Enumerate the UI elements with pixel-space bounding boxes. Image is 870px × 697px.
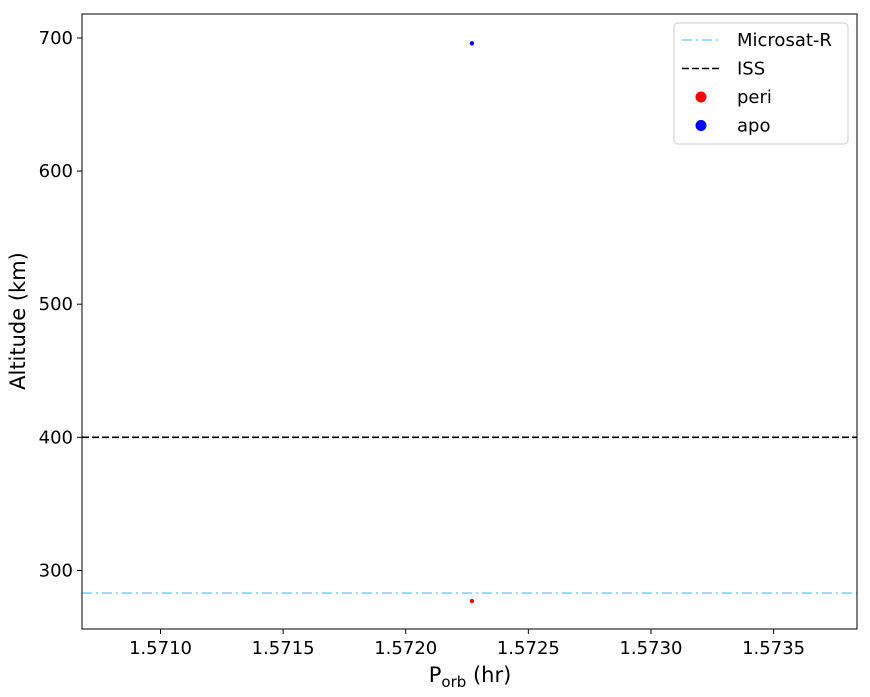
y-tick-label-4: 700 [39, 28, 73, 49]
x-tick-label-1: 1.5715 [252, 638, 315, 659]
legend-label-apo: apo [737, 116, 770, 137]
legend-label-microsat-r: Microsat-R [737, 30, 832, 51]
x-axis-label-unit: (hr) [466, 663, 511, 687]
x-tick-label-0: 1.5710 [129, 638, 192, 659]
x-tick-label-3: 1.5725 [497, 638, 560, 659]
x-axis-label-main: P [429, 663, 442, 687]
legend-label-peri: peri [737, 87, 772, 108]
x-tick-label-4: 1.5730 [619, 638, 682, 659]
reference-lines [82, 436, 857, 594]
x-tick-label-5: 1.5735 [742, 638, 805, 659]
legend-swatch-peri [695, 91, 707, 103]
x-axis-label-subscript: orb [441, 673, 466, 691]
data-points [469, 41, 475, 604]
legend-label-iss: ISS [737, 59, 765, 80]
legend-box [673, 22, 849, 145]
y-tick-label-2: 500 [39, 294, 73, 315]
legend: Microsat-R ISS peri apo [673, 22, 849, 145]
point-peri-0 [469, 598, 475, 604]
y-tick-label-1: 400 [39, 427, 73, 448]
x-tick-label-2: 1.5720 [374, 638, 437, 659]
y-tick-label-3: 600 [39, 161, 73, 182]
axes-frame [81, 13, 858, 630]
y-axis-label: Altitude (km) [6, 252, 30, 390]
x-axis-ticks: 1.5710 1.5715 1.5720 1.5725 1.5730 1.5735 [129, 629, 805, 659]
point-apo-0 [469, 41, 475, 46]
x-axis-label: Porb (hr) [429, 663, 512, 691]
y-tick-label-0: 300 [39, 560, 73, 581]
legend-swatch-apo [695, 120, 707, 131]
y-axis-ticks: 300 400 500 600 700 [39, 28, 82, 581]
